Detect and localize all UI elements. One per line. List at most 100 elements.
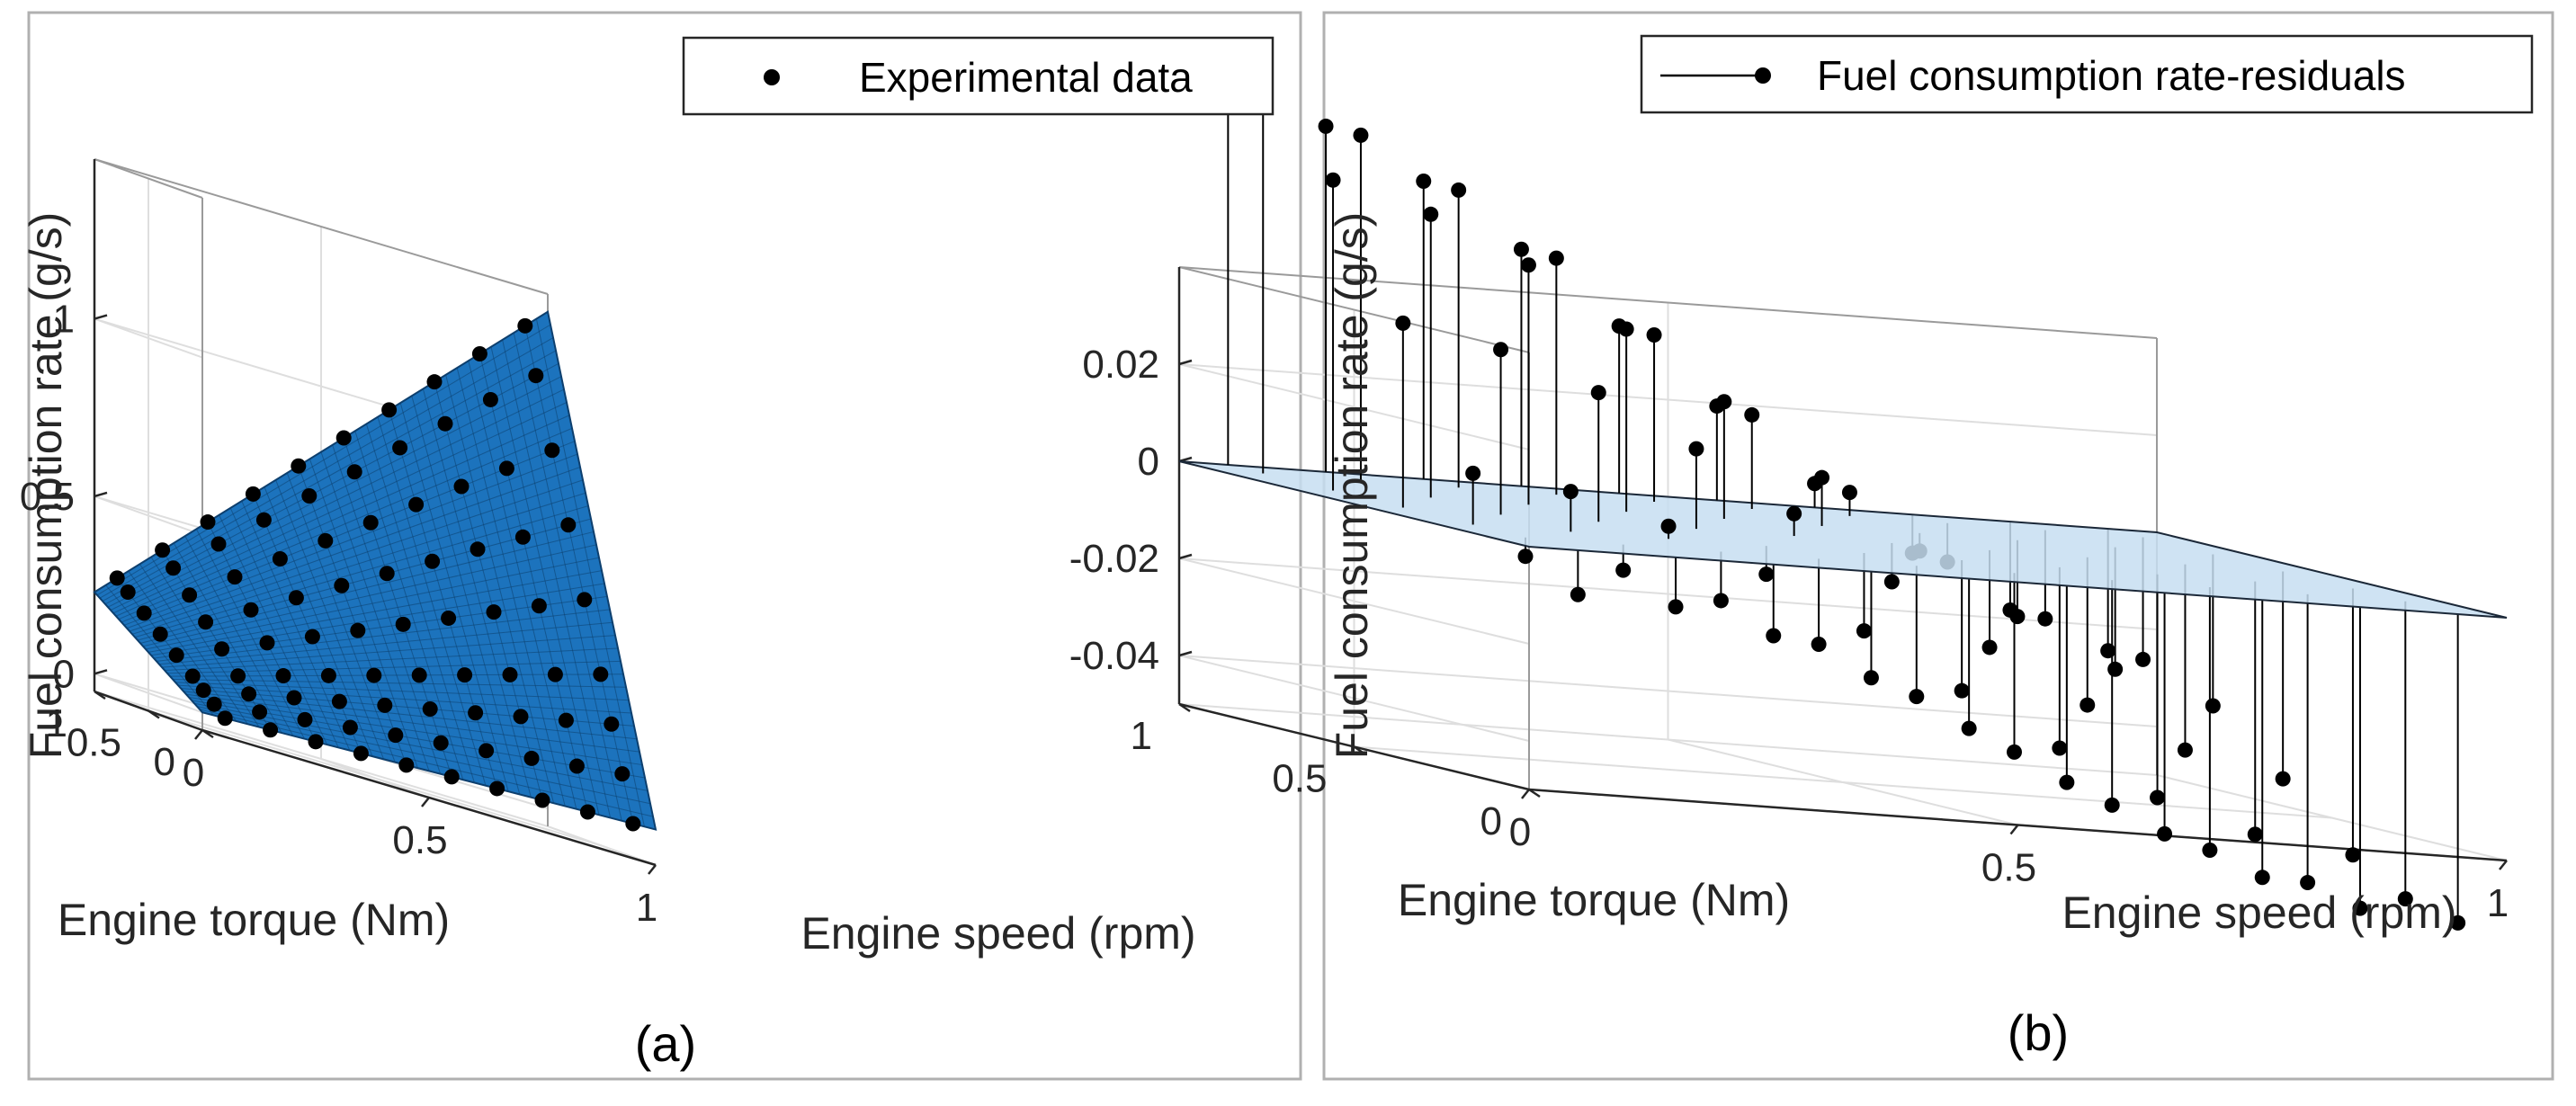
panel-a-point-2-0 (195, 682, 211, 699)
panel-b-point-1-2 (1713, 593, 1729, 609)
panel-b-point-3-4 (1786, 505, 1802, 522)
panel-a-grid-y-floor-1 (148, 709, 603, 847)
panel-b-point-3-7 (2080, 697, 2096, 713)
panel-a-point-0-7 (534, 792, 550, 808)
panel-a-point-5-4 (334, 577, 350, 593)
panel-a-point-5-9 (560, 517, 577, 533)
panel-a-ylabel: Engine torque (Nm) (58, 895, 450, 945)
panel-a-point-5-6 (425, 553, 441, 569)
panel-a-point-2-4 (377, 697, 393, 713)
panel-b-point-0-6 (2157, 825, 2173, 842)
panel-a-point-3-5 (411, 667, 427, 683)
panel-b-point-1-0 (1517, 549, 1534, 565)
panel-a-point-6-0 (136, 605, 152, 621)
panel-a-point-1-9 (614, 766, 631, 782)
panel-a-point-7-0 (120, 584, 136, 600)
panel-a-grid-y-floor-2 (94, 691, 549, 827)
panel-b-point-2-2 (1660, 518, 1677, 534)
panel-b-ztick-label-3: 0.02 (1082, 343, 1159, 387)
panel-a-point-5-1 (198, 614, 214, 630)
panel-b-point-4-2 (1520, 257, 1536, 273)
panel-a-point-4-5 (395, 616, 411, 632)
panel-a-point-2-8 (558, 712, 574, 728)
panel-b-point-5-2 (1451, 182, 1467, 198)
panel-a-mesh-x-39 (535, 318, 645, 827)
panel-a-point-0-2 (308, 734, 324, 750)
panel-a-point-0-3 (353, 745, 369, 762)
panel-b-ytick-mark-2 (1178, 702, 1191, 713)
panel-a-point-8-1 (155, 542, 171, 558)
panel-a-point-3-9 (593, 666, 609, 682)
panel-a-point-3-0 (184, 668, 201, 684)
panel-b-xtick-mark-0 (1521, 789, 1530, 799)
panel-b-point-2-1 (1562, 484, 1579, 500)
panel-b-point-4-0 (1325, 172, 1341, 188)
panel-b-point-2-3 (1758, 566, 1775, 583)
panel-a-mesh-x-36 (502, 339, 612, 818)
panel-b-point-5-4 (1646, 326, 1662, 343)
panel-b-point-6-8 (2002, 602, 2018, 618)
panel-a-point-6-1 (182, 587, 198, 603)
panel-a-mesh-x-37 (513, 333, 622, 821)
panel-b-point-0-2 (1766, 628, 1782, 644)
panel-b-point-1-9 (2397, 891, 2413, 907)
panel-a-mesh-y-35 (107, 376, 562, 608)
panel-b-point-0-5 (2059, 774, 2075, 790)
panel-a-point-6-4 (318, 532, 334, 549)
panel-a-point-1-4 (388, 727, 404, 744)
panel-b-zero-plane (1178, 460, 2508, 619)
panel-b-point-3-8 (2177, 742, 2193, 758)
panel-a-point-4-8 (531, 598, 547, 614)
panel-a-point-6-5 (362, 514, 379, 531)
panel-b-point-3-1 (1493, 342, 1509, 358)
panel-a-mesh-y-38 (99, 337, 554, 599)
panel-a-mesh-x-27 (399, 402, 509, 792)
panel-b-point-1-5 (2007, 744, 2022, 760)
panel-b-point-3-3 (1688, 441, 1704, 457)
panel-b-point-3-2 (1590, 385, 1606, 401)
panel-a-point-1-0 (206, 696, 222, 712)
panel-a-point-1-3 (342, 719, 358, 736)
panel-b-ytick-label-2: 1 (1131, 714, 1152, 758)
panel-a-mesh-x-31 (445, 374, 555, 804)
panel-b-point-3-5 (1883, 574, 1900, 590)
panel-a-point-3-8 (547, 666, 563, 682)
panel-a-ytick-label-0: 0 (154, 740, 175, 784)
panel-a-point-4-4 (350, 622, 366, 638)
panel-a-point-3-3 (320, 667, 336, 683)
panel-a-point-7-5 (346, 464, 362, 480)
panel-b-point-2-5 (1954, 682, 1970, 699)
panel-b-ztick-mark-0 (1178, 650, 1193, 657)
panel-b-xlabel: Engine speed (rpm) (2062, 887, 2456, 938)
panel-a-xtick-label-1: 0.5 (392, 818, 447, 862)
panel-a-ytick-mark-1 (148, 709, 160, 719)
panel-a-point-0-5 (443, 769, 460, 785)
panel-a-mesh-y-31 (118, 427, 573, 620)
panel-a-point-8-7 (426, 374, 443, 390)
panel-b-zlabel: Fuel consumption rate (g/s) (1327, 212, 1377, 760)
panel-a-point-1-8 (568, 758, 585, 774)
panel-b-ztick-label-2: 0 (1138, 440, 1159, 484)
panel-a-point-5-8 (514, 529, 531, 545)
panel-b-point-1-6 (2104, 797, 2120, 813)
panel-a-mesh-y-25 (134, 505, 589, 638)
panel-a-point-8-6 (381, 402, 398, 418)
panel-b-point-2-6 (2052, 740, 2068, 756)
panel-a-point-8-0 (109, 570, 125, 586)
panel-a-box-edge-1 (94, 158, 549, 295)
panel-a-mesh-y-20 (148, 570, 603, 653)
panel-a-point-0-0 (217, 710, 233, 727)
panel-b-ztick-label-0: -0.04 (1069, 634, 1159, 678)
panel-a-point-2-7 (513, 709, 529, 725)
panel-a-point-6-6 (408, 496, 425, 513)
panel-a-point-5-0 (152, 626, 168, 642)
panel-a-xtick-mark-0 (194, 729, 203, 740)
panel-b-point-0-7 (2254, 870, 2270, 886)
panel-b-point-2-0 (1465, 465, 1481, 481)
panel-a-point-1-6 (479, 743, 495, 759)
panel-a-mesh-y-27 (129, 479, 584, 632)
panel-b-point-6-1 (1318, 118, 1334, 134)
panel-b-point-5-3 (1548, 250, 1564, 266)
panel-b-xtick-label-0: 0 (1509, 810, 1531, 854)
panel-b-ztick-mark-1 (1178, 553, 1193, 560)
